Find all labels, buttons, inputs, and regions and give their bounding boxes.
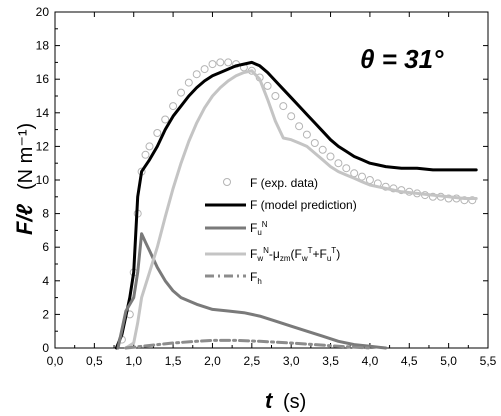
- y-tick-label: 0: [42, 341, 49, 355]
- y-axis-unit: (N m⁻¹): [15, 123, 37, 190]
- data-point: [192, 70, 201, 79]
- data-point: [141, 150, 150, 159]
- series-layer: [114, 58, 478, 350]
- x-tick-labels: 0,0 0,5 1,0 1,5 2,0 2,5 3,0 3,5 4,0 4,5 5,0 5,5: [47, 354, 497, 368]
- legend-label-fh: Fh: [250, 270, 262, 286]
- y-tick-label: 16: [36, 72, 50, 86]
- y-tick-label: 4: [42, 274, 49, 288]
- data-point: [153, 129, 162, 137]
- x-axis-label: t: [265, 388, 274, 413]
- data-point: [271, 92, 280, 100]
- y-axis-label: F/ℓ: [12, 203, 37, 235]
- legend-label-fu: FuN: [250, 220, 268, 237]
- data-point: [318, 145, 327, 154]
- x-tick-label: 4,5: [401, 354, 418, 368]
- data-point: [169, 102, 178, 111]
- legend: F (exp. data) F (model prediction) FuN F…: [205, 176, 357, 286]
- legend-symbol-circle-icon: [223, 178, 231, 186]
- data-point: [216, 58, 225, 67]
- y-tick-label: 14: [36, 106, 50, 120]
- data-point: [263, 81, 272, 90]
- data-point: [295, 122, 304, 131]
- data-point: [342, 164, 351, 173]
- annotation-theta: θ = 31°: [360, 44, 444, 74]
- x-tick-label: 0,5: [86, 354, 103, 368]
- x-tick-label: 0,0: [47, 354, 64, 368]
- x-tick-label: 2,5: [243, 354, 260, 368]
- legend-item-fh: Fh: [205, 270, 262, 286]
- data-point: [184, 78, 193, 87]
- series-line-2: [116, 232, 388, 350]
- y-tick-label: 18: [36, 39, 50, 53]
- data-point: [334, 159, 343, 168]
- data-point: [279, 102, 288, 111]
- data-point: [200, 65, 209, 74]
- legend-item-exp: F (exp. data): [223, 176, 318, 190]
- x-tick-label: 1,0: [125, 354, 142, 368]
- data-point: [326, 152, 335, 161]
- series-line-3: [124, 69, 478, 350]
- data-point: [302, 130, 311, 139]
- x-axis-title: t (s): [265, 388, 306, 413]
- data-point: [208, 60, 217, 69]
- x-tick-label: 4,0: [362, 354, 379, 368]
- data-point: [177, 88, 185, 97]
- y-tick-label: 6: [42, 240, 49, 254]
- y-axis-title: F/ℓ (N m⁻¹): [12, 123, 37, 235]
- y-tick-label: 8: [42, 207, 49, 221]
- y-tick-label: 2: [42, 307, 49, 321]
- x-tick-label: 1,5: [165, 354, 182, 368]
- y-tick-label: 20: [36, 5, 50, 19]
- legend-item-fw: FwN-μzm(FwT+FuT): [205, 246, 340, 263]
- legend-label-fw: FwN-μzm(FwT+FuT): [250, 246, 340, 263]
- data-point: [468, 196, 477, 205]
- x-axis-unit: (s): [283, 391, 306, 413]
- data-point: [460, 196, 469, 205]
- y-tick-labels: 0 2 4 6 8 10 12 14 16 18 20: [36, 5, 50, 355]
- data-point: [161, 115, 170, 124]
- data-point: [224, 58, 233, 67]
- x-tick-label: 3,0: [283, 354, 300, 368]
- series-line-4: [124, 338, 372, 350]
- x-tick-label: 3,5: [322, 354, 339, 368]
- x-tick-label: 2,0: [204, 354, 221, 368]
- y-tick-label: 10: [36, 173, 50, 187]
- y-tick-label: 12: [36, 139, 50, 153]
- data-point: [287, 112, 296, 121]
- legend-label-model: F (model prediction): [250, 198, 357, 212]
- legend-item-model: F (model prediction): [205, 198, 357, 212]
- data-point: [145, 142, 154, 151]
- legend-item-fu: FuN: [205, 220, 268, 237]
- x-tick-label: 5,5: [480, 354, 497, 368]
- x-tick-label: 5,0: [440, 354, 457, 368]
- series-line-1: [114, 60, 478, 350]
- legend-label-exp: F (exp. data): [250, 176, 318, 190]
- data-point: [310, 139, 319, 147]
